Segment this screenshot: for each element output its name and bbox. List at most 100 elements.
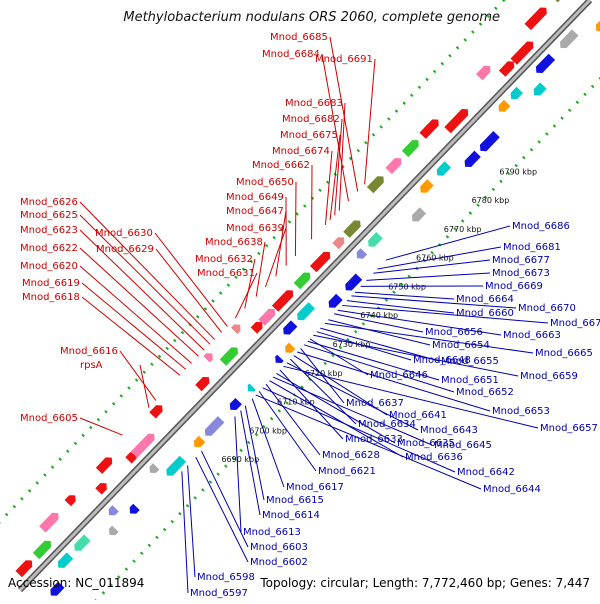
reverse-gene-label: Mnod_6615: [266, 495, 324, 506]
forward-gene-label: rpsA: [80, 360, 103, 371]
forward-gene-23: [367, 176, 384, 193]
reverse-gene-27: [480, 131, 500, 151]
reverse-gene-label: Mnod_6664: [456, 294, 514, 305]
reverse-gene-label: Mnod_6614: [262, 510, 320, 521]
forward-gene-3: [65, 495, 76, 506]
topology-text: Topology: circular; Length: 7,772,460 bp…: [260, 576, 590, 590]
forward-gene-label: Mnod_6675: [280, 130, 338, 141]
reverse-gene-17: [297, 302, 315, 320]
forward-gene-label: Mnod_6632: [195, 254, 253, 265]
reverse-gene-label: Mnod_6656: [425, 327, 483, 338]
reverse-gene-29: [511, 87, 523, 99]
reverse-gene-label: Mnod_6642: [457, 467, 515, 478]
forward-gene-11: [195, 377, 209, 391]
forward-label-connector: [80, 202, 215, 340]
forward-label-connector: [256, 242, 265, 297]
reverse-gene-label: Mnod_6669: [485, 281, 543, 292]
forward-label-connector: [365, 59, 375, 184]
forward-gene-20: [332, 237, 344, 249]
forward-gene-label: Mnod_6616: [60, 346, 118, 357]
reverse-label-connector: [355, 292, 454, 299]
forward-gene-label: Mnod_6620: [20, 261, 78, 272]
forward-gene-label: Mnod_6631: [197, 268, 255, 279]
forward-gene-label: Mnod_6622: [20, 243, 78, 254]
forward-gene-label: Mnod_6626: [20, 197, 78, 208]
forward-gene-21: [343, 220, 360, 238]
forward-gene-label: Mnod_6638: [205, 237, 263, 248]
forward-label-connector: [295, 182, 296, 256]
reverse-gene-label: Mnod_6673: [492, 268, 550, 279]
scale-tick-label: 6700 kbp: [249, 426, 287, 435]
reverse-gene-label: Mnod_6657: [540, 423, 598, 434]
forward-gene-label: Mnod_6650: [236, 177, 294, 188]
forward-gene-label: Mnod_6682: [282, 114, 340, 125]
reverse-gene-label: Mnod_6681: [503, 242, 561, 253]
reverse-gene-label: Mnod_6643: [420, 425, 478, 436]
forward-gene-label: Mnod_6618: [22, 292, 80, 303]
forward-label-connector: [265, 228, 286, 287]
forward-label-connector: [235, 273, 257, 318]
scale-tick-label: 6780 kbp: [472, 196, 510, 205]
reverse-gene-25: [437, 161, 451, 175]
reverse-gene-label: Mnod_6603: [250, 542, 308, 553]
reverse-gene-26: [465, 151, 481, 167]
reverse-gene-15: [285, 343, 295, 353]
reverse-gene-label: Mnod_6621: [318, 466, 376, 477]
reverse-gene-24: [420, 179, 434, 193]
reverse-label-connector: [317, 332, 411, 360]
reverse-gene-16: [283, 320, 297, 334]
reverse-gene-8: [166, 456, 186, 476]
forward-gene-label: Mnod_6647: [226, 206, 284, 217]
forward-gene-label: Mnod_6619: [22, 278, 80, 289]
forward-gene-label: Mnod_6630: [95, 228, 153, 239]
reverse-gene-18: [329, 294, 343, 308]
forward-gene-label: Mnod_6691: [315, 54, 373, 65]
forward-gene-label: Mnod_6623: [20, 225, 78, 236]
forward-gene-label: Mnod_6685: [270, 32, 328, 43]
scale-tick-label: 6770 kbp: [444, 225, 482, 234]
reverse-gene-9: [194, 436, 205, 447]
grid-dotted-line-1: [65, 43, 600, 600]
scale-tick-label: 6690 kbp: [221, 455, 259, 464]
reverse-gene-19: [345, 274, 362, 291]
reverse-gene-28: [499, 100, 511, 112]
reverse-gene-label: Mnod_6598: [197, 572, 255, 583]
reverse-gene-label: Mnod_6663: [503, 330, 561, 341]
reverse-label-connector: [235, 416, 241, 532]
grid-dotted-line-0: [0, 0, 545, 547]
reverse-gene-label: Mnod_6652: [456, 387, 514, 398]
reverse-label-connector: [188, 465, 195, 577]
reverse-gene-label: Mnod_6653: [492, 406, 550, 417]
forward-gene-29: [476, 66, 491, 81]
reverse-gene-1: [58, 553, 73, 568]
reverse-gene-label: Mnod_6602: [250, 557, 308, 568]
reverse-gene-label: Mnod_6686: [512, 221, 570, 232]
scale-tick-label: 6730 kbp: [333, 340, 371, 349]
reverse-gene-23: [412, 207, 426, 221]
forward-gene-18: [294, 273, 311, 290]
forward-gene-label: Mnod_6684: [262, 49, 320, 60]
forward-gene-label: Mnod_6683: [285, 98, 343, 109]
reverse-gene-label: Mnod_6672: [550, 318, 600, 329]
forward-gene-2: [39, 513, 59, 533]
reverse-gene-label: Mnod_6677: [492, 255, 550, 266]
reverse-gene-30: [534, 83, 547, 96]
accession-text: Accession: NC_011894: [8, 576, 144, 590]
forward-gene-label: Mnod_6605: [20, 413, 78, 424]
reverse-gene-14: [275, 355, 284, 363]
forward-gene-5: [95, 483, 107, 495]
reverse-gene-label: Mnod_6613: [243, 527, 301, 538]
reverse-gene-label: Mnod_6628: [322, 450, 380, 461]
forward-gene-label: Mnod_6625: [20, 210, 78, 221]
forward-gene-26: [419, 119, 438, 138]
reverse-label-connector: [182, 471, 188, 593]
reverse-gene-label: Mnod_6646: [370, 370, 428, 381]
reverse-gene-7: [150, 463, 160, 473]
forward-gene-15: [251, 322, 263, 334]
forward-label-connector: [80, 248, 199, 356]
forward-gene-33: [551, 0, 564, 2]
forward-gene-label: Mnod_6639: [226, 223, 284, 234]
reverse-gene-label: Mnod_6665: [535, 348, 593, 359]
